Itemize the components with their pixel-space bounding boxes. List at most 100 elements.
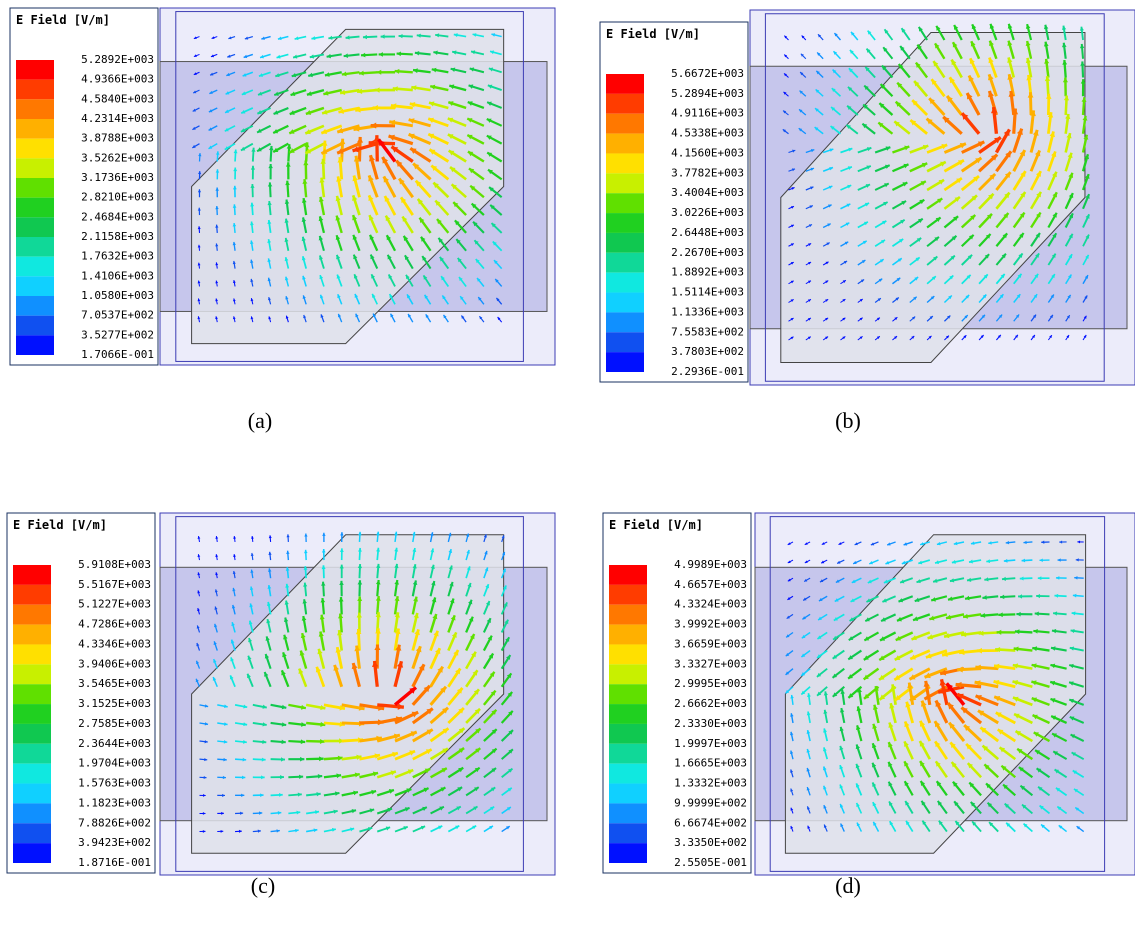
arrow-head bbox=[369, 234, 375, 240]
arrow-head bbox=[303, 566, 308, 570]
legend-swatch bbox=[609, 783, 647, 804]
arrow-head bbox=[850, 598, 855, 602]
arrow-head bbox=[257, 128, 262, 133]
arrow-head bbox=[925, 653, 932, 659]
arrow-head bbox=[1015, 731, 1022, 736]
arrow-head bbox=[1053, 611, 1058, 616]
arrow-head bbox=[866, 48, 871, 53]
arrow-head bbox=[845, 222, 850, 226]
arrow-head bbox=[898, 238, 904, 243]
arrow-head bbox=[1034, 611, 1039, 616]
arrow-head bbox=[193, 36, 197, 40]
arrow-head bbox=[409, 750, 416, 756]
legend-label: 9.9999E+002 bbox=[674, 796, 747, 809]
arrow-head bbox=[388, 274, 393, 279]
arrow-head bbox=[842, 280, 846, 283]
arrow-head bbox=[859, 298, 863, 302]
arrow-head bbox=[999, 294, 1004, 299]
arrow-head bbox=[947, 596, 953, 602]
arrow-head bbox=[336, 176, 342, 182]
arrow-head bbox=[903, 163, 909, 169]
arrow-head bbox=[396, 51, 401, 57]
arrow-head bbox=[281, 704, 287, 710]
arrow-head bbox=[455, 668, 461, 675]
arrow-head bbox=[897, 258, 902, 262]
arrow-head bbox=[995, 646, 1001, 653]
legend-label: 1.3332E+003 bbox=[674, 777, 747, 790]
arrow-head bbox=[855, 744, 861, 750]
arrow-head bbox=[358, 531, 362, 536]
arrow-head bbox=[872, 802, 877, 807]
arrow-head bbox=[279, 792, 283, 797]
arrow-head bbox=[497, 317, 501, 321]
boundary bbox=[175, 11, 524, 362]
arrow-head bbox=[203, 775, 207, 780]
arrow-head bbox=[429, 149, 436, 155]
arrow-head bbox=[1003, 213, 1009, 219]
arrow-head bbox=[823, 691, 828, 696]
arrow-head bbox=[486, 618, 491, 623]
arrow-head bbox=[839, 784, 844, 789]
arrow-head bbox=[988, 90, 994, 98]
arrow-head bbox=[949, 578, 955, 583]
arrow-head bbox=[984, 577, 989, 582]
arrow-head bbox=[197, 207, 201, 211]
arrow-head bbox=[867, 579, 872, 584]
arrow-head bbox=[968, 559, 973, 564]
arrow-head bbox=[801, 35, 805, 39]
arrow-head bbox=[931, 276, 936, 280]
arrow-head bbox=[806, 787, 810, 791]
arrow-head bbox=[408, 313, 412, 318]
arrow-head bbox=[785, 652, 790, 657]
arrow-head bbox=[196, 625, 200, 629]
arrow-head bbox=[933, 256, 938, 261]
arrow-head bbox=[232, 570, 236, 575]
arrow-head bbox=[439, 256, 444, 262]
arrow-head bbox=[439, 806, 444, 811]
arrow-head bbox=[268, 316, 272, 320]
arrow-head bbox=[790, 713, 794, 717]
arrow-head bbox=[915, 257, 920, 262]
arrow-head bbox=[832, 692, 838, 697]
arrow-head bbox=[490, 204, 495, 210]
arrow-head bbox=[474, 708, 481, 715]
arrow-head bbox=[834, 33, 838, 37]
legend-label: 1.9997E+003 bbox=[674, 737, 747, 750]
arrow-head bbox=[301, 217, 307, 222]
arrow-head bbox=[951, 762, 957, 768]
arrow-head bbox=[783, 91, 787, 95]
arrow-head bbox=[1007, 57, 1013, 63]
arrow-head bbox=[1037, 576, 1042, 581]
arrow-head bbox=[230, 639, 235, 644]
arrow-head bbox=[833, 51, 838, 55]
legend-swatch bbox=[16, 99, 54, 119]
arrow-head bbox=[286, 550, 290, 555]
arrow-head bbox=[232, 185, 237, 190]
arrow-head bbox=[863, 655, 869, 660]
arrow-head bbox=[410, 731, 417, 737]
arrow-head bbox=[392, 751, 398, 758]
arrow-head bbox=[871, 762, 877, 768]
arrow-head bbox=[257, 147, 262, 152]
arrow-head bbox=[783, 110, 787, 114]
legend-swatch bbox=[13, 684, 51, 705]
arrow-head bbox=[989, 23, 995, 29]
arrow-head bbox=[318, 235, 324, 241]
arrow-head bbox=[1014, 629, 1020, 635]
arrow-head bbox=[291, 73, 297, 78]
legend-swatch bbox=[13, 843, 51, 863]
arrow-head bbox=[806, 748, 811, 753]
legend-swatch bbox=[609, 743, 647, 764]
legend-swatch bbox=[609, 565, 647, 585]
legend-label: 3.1736E+003 bbox=[81, 171, 154, 184]
arrow-head bbox=[839, 745, 844, 751]
arrow-head bbox=[250, 552, 254, 556]
arrow-head bbox=[854, 542, 858, 546]
arrow-head bbox=[784, 35, 788, 39]
arrow-head bbox=[215, 262, 219, 266]
boundary bbox=[175, 516, 524, 872]
arrow-head bbox=[491, 748, 497, 754]
legend-label: 3.8788E+003 bbox=[81, 132, 154, 145]
arrow-head bbox=[224, 704, 228, 709]
arrow-head bbox=[457, 787, 463, 792]
